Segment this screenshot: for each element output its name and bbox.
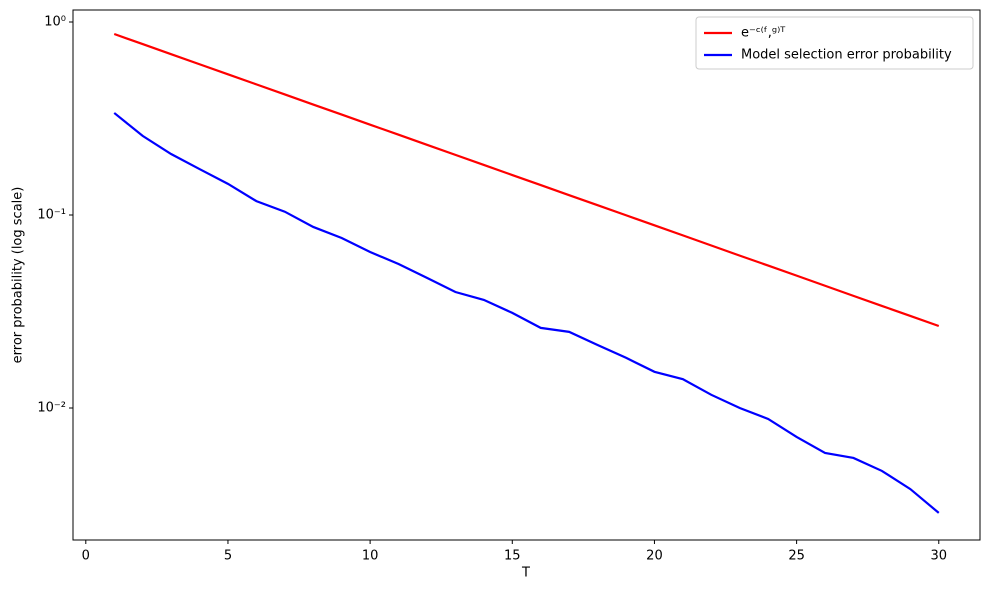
x-tick-label: 0	[82, 549, 90, 564]
y-axis-label: error probability (log scale)	[11, 187, 26, 364]
legend-box	[695, 16, 974, 70]
y-tick-label: 10⁻¹	[37, 207, 66, 222]
legend-label: Model selection error probability	[741, 48, 952, 63]
x-tick-label: 25	[788, 549, 805, 564]
legend-label: e⁻ᶜ⁽ᶠ,ᵍ⁾ᵀ	[741, 26, 786, 41]
series-line	[113, 32, 940, 328]
x-tick-label: 20	[646, 549, 663, 564]
x-axis-label: T	[521, 566, 530, 581]
x-tick-label: 5	[224, 549, 232, 564]
series-line	[113, 112, 940, 514]
y-tick-label: 10⁰	[44, 15, 66, 30]
plot-frame	[72, 9, 981, 541]
x-tick-label: 30	[930, 549, 947, 564]
x-tick-label: 10	[362, 549, 379, 564]
y-tick-label: 10⁻²	[37, 400, 66, 415]
x-tick-label: 15	[504, 549, 521, 564]
